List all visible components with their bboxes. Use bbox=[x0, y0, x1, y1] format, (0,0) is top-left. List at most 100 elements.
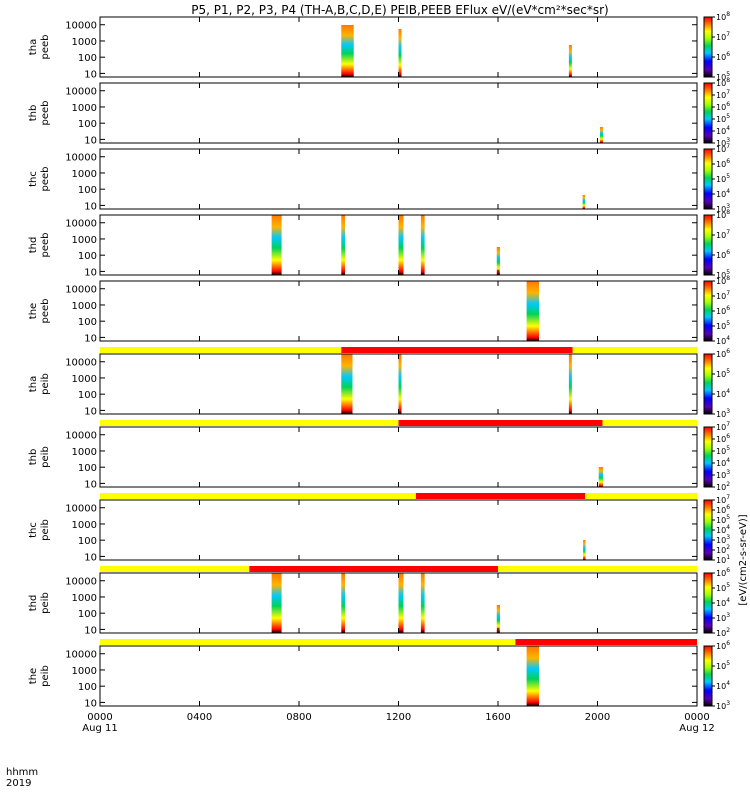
y-tick-label: 10000 bbox=[65, 285, 97, 296]
panel-species-label: peib bbox=[40, 519, 51, 541]
x-tick-sublabel: Aug 12 bbox=[679, 723, 714, 734]
y-tick-label: 100 bbox=[78, 463, 97, 474]
y-tick-label: 10 bbox=[84, 698, 97, 709]
colorbar-tick-label: 103 bbox=[716, 203, 730, 214]
colorbar-tick-label: 105 bbox=[716, 445, 730, 456]
y-tick-label: 100 bbox=[78, 251, 97, 262]
colorbar-tick-label: 105 bbox=[716, 368, 730, 379]
colorbar-tick-label: 103 bbox=[716, 469, 730, 480]
colorbar-tick-label: 107 bbox=[716, 229, 730, 240]
data-burst bbox=[341, 573, 346, 633]
mode-segment-fast bbox=[341, 347, 573, 353]
colorbar-tick-label: 105 bbox=[716, 173, 730, 184]
colorbar-tick-label: 106 bbox=[716, 504, 730, 515]
colorbar-tick-label: 108 bbox=[716, 11, 730, 22]
y-tick-label: 10000 bbox=[65, 21, 97, 32]
colorbar-tick-label: 103 bbox=[716, 612, 730, 623]
data-burst bbox=[398, 29, 402, 77]
mode-segment-fast bbox=[515, 639, 697, 645]
colorbar-tick-label: 101 bbox=[716, 554, 730, 565]
panel-thc-peib: 10 100 1000 10000 thc peib 1011021031041051061… bbox=[28, 493, 730, 565]
colorbar-tick-label: 105 bbox=[716, 514, 730, 525]
data-burst bbox=[526, 646, 540, 706]
y-tick-label: 100 bbox=[78, 185, 97, 196]
colorbar-tick-label: 106 bbox=[716, 433, 730, 444]
colorbar-tick-label: 104 bbox=[716, 457, 730, 468]
y-tick-label: 10 bbox=[84, 552, 97, 563]
panel-probe-label: thd bbox=[28, 237, 39, 254]
colorbar bbox=[703, 426, 713, 488]
colorbar-tick-label: 104 bbox=[716, 680, 730, 691]
panel-species-label: peeb bbox=[40, 233, 51, 258]
colorbar-tick-label: 105 bbox=[716, 71, 730, 82]
y-tick-label: 100 bbox=[78, 682, 97, 693]
data-burst bbox=[526, 281, 540, 341]
y-tick-label: 1000 bbox=[72, 666, 97, 677]
data-burst bbox=[583, 540, 586, 560]
panel-frame bbox=[99, 499, 698, 561]
chart-title: P5, P1, P2, P3, P4 (TH-A,B,C,D,E) PEIB,P… bbox=[191, 3, 608, 17]
colorbar-tick-label: 105 bbox=[716, 320, 730, 331]
colorbar-tick-label: 104 bbox=[716, 388, 730, 399]
y-tick-label: 10000 bbox=[65, 577, 97, 588]
colorbar-tick-label: 104 bbox=[716, 597, 730, 608]
colorbar-tick-label: 107 bbox=[716, 89, 730, 100]
mode-segment-fast bbox=[415, 493, 586, 499]
panel-probe-label: the bbox=[28, 303, 39, 319]
x-tick-label: 0000 bbox=[87, 712, 112, 723]
panel-species-label: peib bbox=[40, 665, 51, 687]
y-tick-label: 1000 bbox=[72, 235, 97, 246]
mode-segment-slow bbox=[100, 347, 342, 353]
x-tick-label: 2000 bbox=[585, 712, 610, 723]
y-tick-label: 10000 bbox=[65, 87, 97, 98]
colorbar-tick-label: 106 bbox=[716, 567, 730, 578]
y-tick-label: 10000 bbox=[65, 153, 97, 164]
y-tick-label: 10 bbox=[84, 479, 97, 490]
data-burst bbox=[398, 215, 404, 275]
panel-probe-label: tha bbox=[28, 39, 39, 55]
colorbar bbox=[703, 645, 713, 707]
y-tick-label: 1000 bbox=[72, 593, 97, 604]
y-tick-label: 1000 bbox=[72, 447, 97, 458]
time-axis-label-year: 2019 bbox=[6, 778, 31, 789]
colorbar-tick-label: 106 bbox=[716, 305, 730, 316]
colorbar-tick-label: 108 bbox=[716, 209, 730, 220]
y-tick-label: 10000 bbox=[65, 504, 97, 515]
panel-frame bbox=[99, 148, 698, 210]
colorbar-tick-label: 102 bbox=[716, 544, 730, 555]
y-tick-label: 1000 bbox=[72, 37, 97, 48]
colorbar-tick-label: 108 bbox=[716, 77, 730, 88]
colorbar-tick-label: 107 bbox=[716, 290, 730, 301]
y-tick-label: 1000 bbox=[72, 301, 97, 312]
data-burst bbox=[341, 215, 346, 275]
colorbar-tick-label: 103 bbox=[716, 408, 730, 419]
panel-species-label: peeb bbox=[40, 35, 51, 60]
y-tick-label: 10000 bbox=[65, 358, 97, 369]
y-tick-label: 10 bbox=[84, 406, 97, 417]
x-tick-label: 0400 bbox=[187, 712, 212, 723]
mode-segment-slow bbox=[100, 493, 416, 499]
y-tick-label: 10000 bbox=[65, 219, 97, 230]
panel-probe-label: the bbox=[28, 668, 39, 684]
panel-thc-peeb: 10 100 1000 10000 thc peeb 103 104 105 106 107 bbox=[28, 143, 730, 214]
mode-segment-slow bbox=[100, 566, 250, 572]
mode-segment-fast bbox=[398, 420, 603, 426]
colorbar bbox=[703, 82, 713, 144]
mode-segment-slow bbox=[602, 420, 697, 426]
data-burst bbox=[341, 354, 353, 414]
time-axis-label-hhmm: hhmm bbox=[6, 767, 38, 778]
mode-segment-slow bbox=[100, 420, 399, 426]
panel-probe-label: thc bbox=[28, 171, 39, 187]
colorbar-tick-label: 105 bbox=[716, 582, 730, 593]
colorbar-tick-label: 106 bbox=[716, 348, 730, 359]
colorbar bbox=[703, 16, 713, 78]
y-tick-label: 100 bbox=[78, 317, 97, 328]
colorbar bbox=[703, 499, 713, 561]
colorbar-tick-label: 107 bbox=[716, 421, 730, 432]
y-tick-label: 10 bbox=[84, 135, 97, 146]
y-tick-label: 100 bbox=[78, 536, 97, 547]
y-tick-label: 10 bbox=[84, 267, 97, 278]
